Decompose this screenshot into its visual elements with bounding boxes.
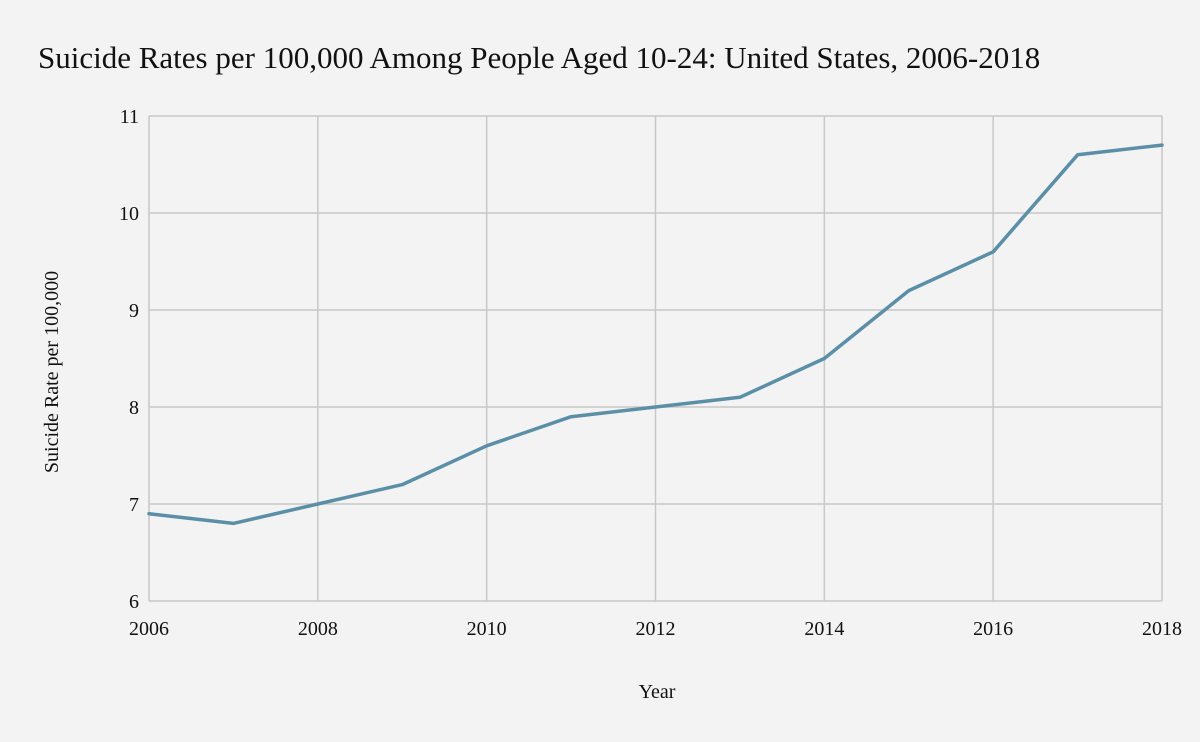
data-point [316, 502, 320, 506]
series-layer [147, 143, 1164, 526]
data-point [738, 395, 742, 399]
data-point [654, 405, 658, 409]
data-point [822, 357, 826, 361]
y-tick-label: 8 [129, 397, 139, 419]
data-point [400, 483, 404, 487]
y-tick-label: 7 [129, 494, 139, 516]
data-point [907, 289, 911, 293]
x-axis-ticks: 2006 2008 2010 2012 2014 2016 2018 [129, 618, 1182, 640]
x-tick-label: 2008 [298, 618, 338, 640]
data-point [231, 521, 235, 525]
y-tick-label: 6 [129, 591, 139, 613]
grid [148, 115, 1163, 602]
x-tick-label: 2018 [1142, 618, 1182, 640]
data-point [1160, 143, 1164, 147]
x-tick-label: 2006 [129, 618, 169, 640]
data-point [991, 250, 995, 254]
data-point [147, 512, 151, 516]
x-tick-label: 2012 [636, 618, 676, 640]
chart-title: Suicide Rates per 100,000 Among People A… [38, 40, 1041, 75]
data-point [485, 444, 489, 448]
y-tick-label: 9 [129, 300, 139, 322]
x-tick-label: 2010 [467, 618, 507, 640]
y-axis-label: Suicide Rate per 100,000 [41, 271, 63, 473]
x-axis-label: Year [639, 681, 676, 703]
y-tick-label: 10 [119, 203, 139, 225]
data-point [1076, 153, 1080, 157]
series-line-0 [147, 143, 1164, 526]
x-tick-label: 2014 [804, 618, 844, 640]
data-point [569, 415, 573, 419]
y-tick-label: 11 [120, 106, 139, 128]
y-axis-ticks: 6 7 8 9 10 11 [119, 106, 139, 613]
x-tick-label: 2016 [973, 618, 1013, 640]
